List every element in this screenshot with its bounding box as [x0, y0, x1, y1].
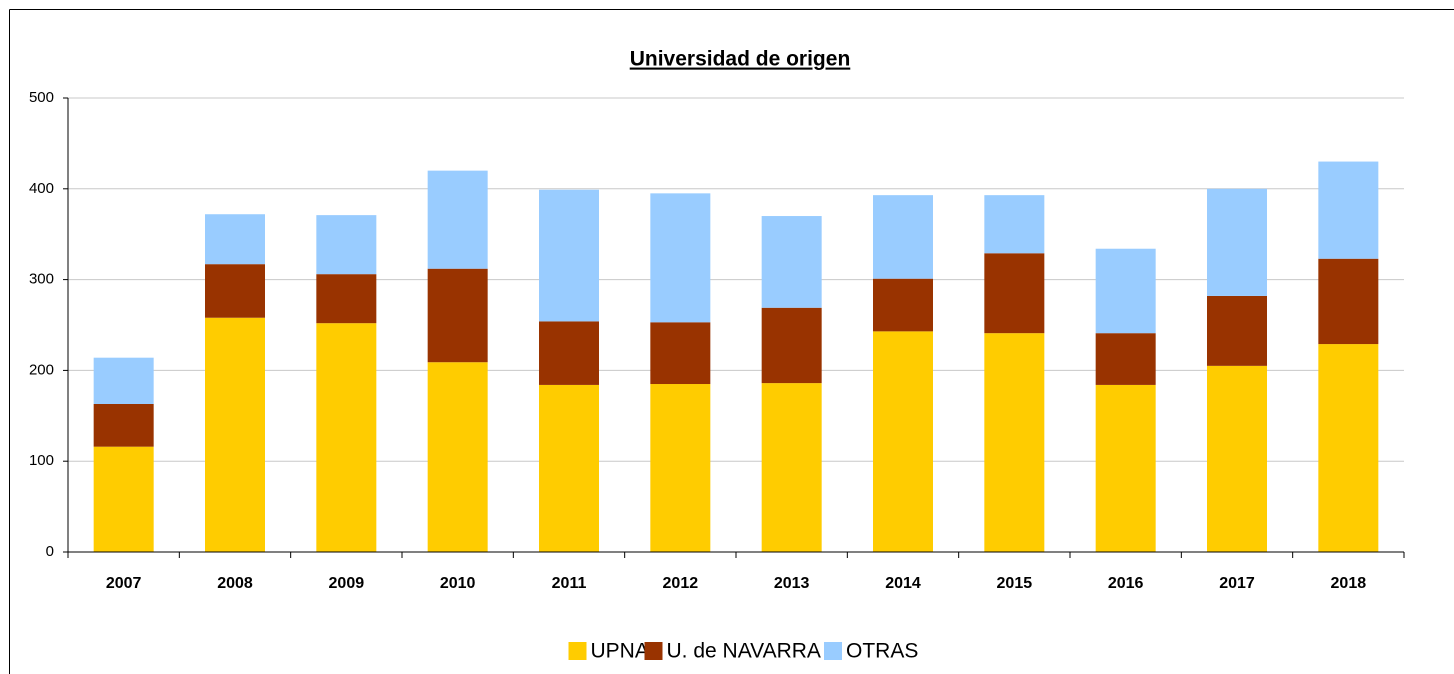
y-tick-label: 0 — [46, 543, 54, 560]
bar-segment — [539, 321, 599, 385]
x-tick-label: 2009 — [329, 575, 365, 592]
y-tick-label: 300 — [29, 271, 54, 288]
x-tick-label: 2012 — [663, 575, 699, 592]
bar-segment — [539, 384, 599, 552]
bar-segment — [1095, 248, 1156, 334]
bar-segment — [93, 446, 154, 552]
bar-segment — [427, 268, 488, 363]
bar-segment — [984, 333, 1045, 552]
x-tick-label: 2016 — [1108, 575, 1144, 592]
bar-segment — [984, 195, 1045, 254]
bar-segment — [1318, 161, 1379, 259]
legend-label: OTRAS — [846, 640, 918, 663]
x-tick-label: 2015 — [997, 575, 1033, 592]
bar-segment — [1207, 295, 1267, 366]
legend-swatch — [568, 642, 587, 660]
bar-segment — [1207, 365, 1267, 552]
legend-label: U. de NAVARRA — [667, 640, 821, 663]
bar-segment — [650, 384, 711, 552]
bar-segment — [1318, 258, 1379, 345]
bar-segment — [873, 331, 933, 552]
bar-segment — [984, 253, 1045, 334]
x-tick-label: 2014 — [885, 575, 921, 592]
bar-segment — [761, 216, 822, 308]
bar-segment — [873, 195, 933, 279]
bar-segment — [539, 189, 599, 322]
bar-segment — [205, 214, 265, 265]
x-tick-label: 2013 — [774, 575, 810, 592]
bar-segment — [316, 323, 377, 552]
bar-segment — [761, 307, 822, 384]
bar-segment — [873, 278, 933, 332]
legend-swatch — [824, 642, 842, 660]
bar-segment — [93, 403, 154, 447]
legend-swatch — [644, 642, 663, 660]
bar-segment — [650, 193, 711, 323]
bar-segment — [1095, 384, 1156, 552]
bar-segment — [761, 383, 822, 552]
y-tick-label: 100 — [29, 452, 54, 469]
y-tick-label: 500 — [29, 89, 54, 106]
y-tick-label: 200 — [29, 361, 54, 378]
legend-label: UPNA — [591, 640, 649, 663]
x-tick-label: 2017 — [1219, 575, 1255, 592]
bar-segment — [1207, 188, 1267, 296]
bar-segment — [205, 317, 265, 552]
x-tick-label: 2018 — [1331, 575, 1367, 592]
bar-segment — [205, 264, 265, 318]
x-tick-label: 2007 — [106, 575, 142, 592]
bar-segment — [1318, 344, 1379, 552]
bar-segment — [427, 170, 488, 269]
x-tick-label: 2008 — [217, 575, 253, 592]
bar-segment — [1095, 333, 1156, 385]
x-tick-label: 2010 — [440, 575, 476, 592]
bar-segment — [316, 215, 377, 275]
bar-segment — [650, 322, 711, 385]
bar-segment — [316, 274, 377, 324]
x-tick-label: 2011 — [552, 575, 587, 592]
chart-title: Universidad de origen — [630, 48, 851, 71]
bar-segment — [93, 357, 154, 404]
y-tick-label: 400 — [29, 180, 54, 197]
bar-segment — [427, 362, 488, 552]
